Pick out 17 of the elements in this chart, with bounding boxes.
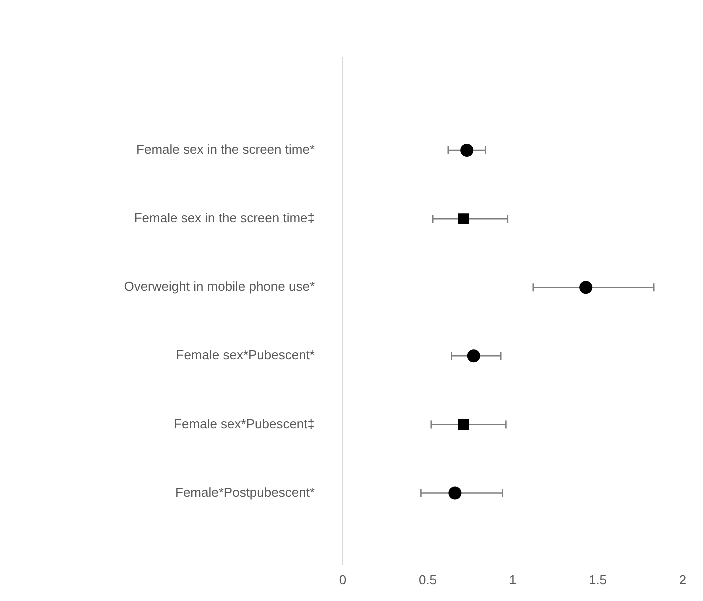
point: [580, 281, 593, 294]
x-tick-label: 1.5: [588, 572, 608, 588]
x-tick-label: 0: [339, 572, 347, 588]
x-tick-label: 0.5: [418, 572, 438, 588]
point: [458, 214, 470, 225]
y-tick-label: Female*Postpubescent*: [176, 484, 315, 500]
y-tick-label: Female sex*Pubescent*: [176, 348, 315, 363]
x-tick-label: 1: [509, 572, 517, 588]
point: [467, 350, 480, 363]
y-tick-label: Female sex in the screen time‡: [134, 210, 315, 226]
y-tick-label: Overweight in mobile phone use*: [124, 279, 315, 294]
point: [448, 486, 462, 500]
point: [458, 419, 470, 430]
y-tick-label: Female sex*Pubescent‡: [174, 416, 315, 432]
point: [460, 144, 474, 158]
x-tick-label: 2: [679, 572, 687, 588]
y-tick-label: Female sex in the screen time*: [136, 142, 315, 158]
